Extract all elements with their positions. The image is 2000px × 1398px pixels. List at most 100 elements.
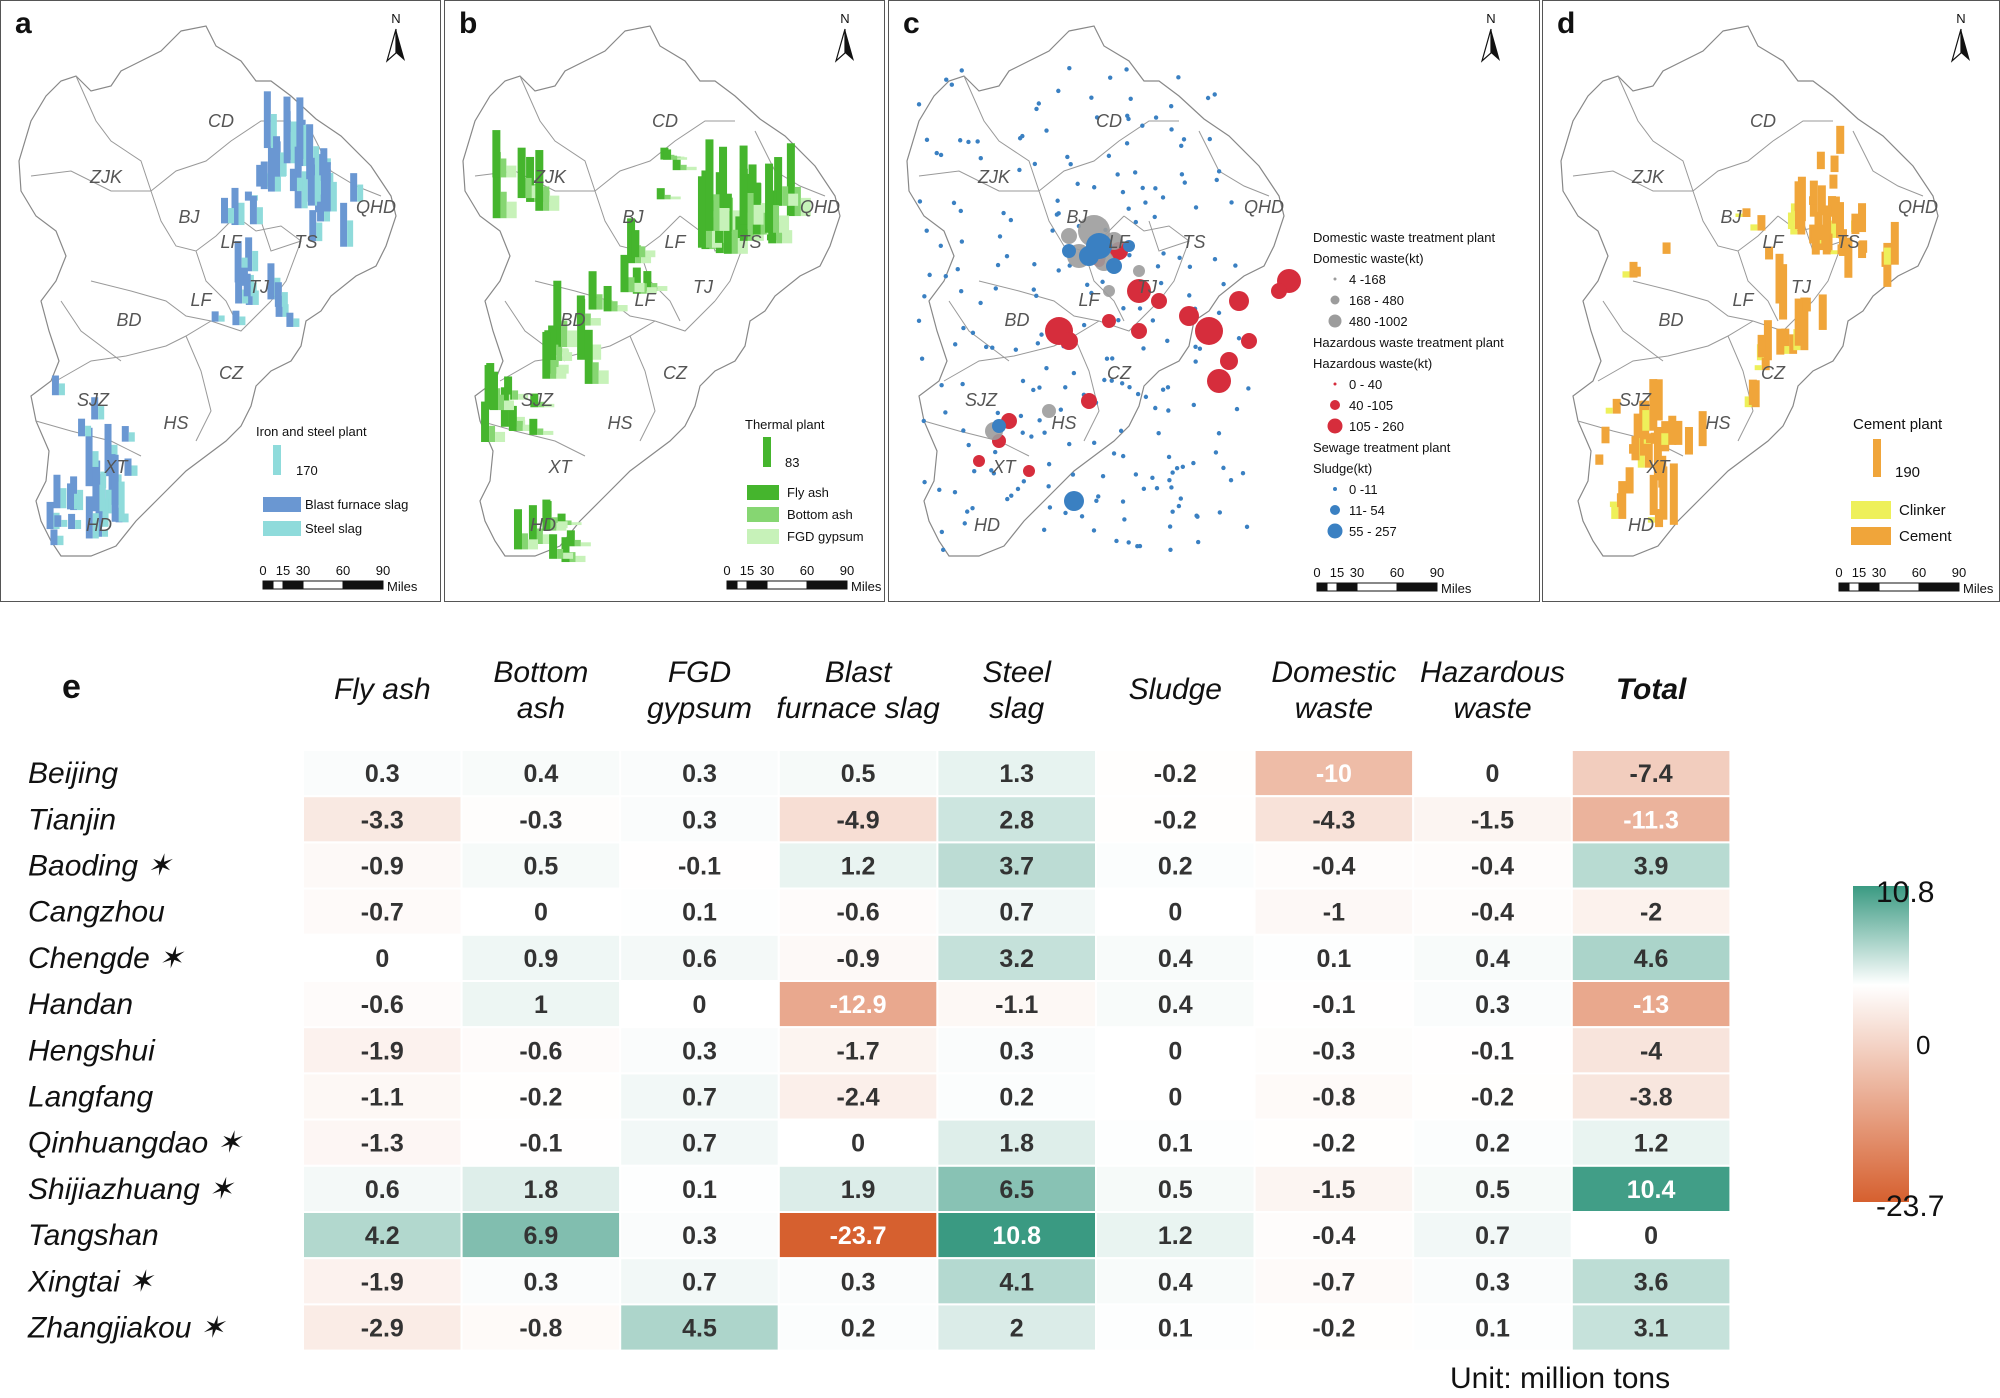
cement-bar [1763, 320, 1772, 361]
fgd-gypsum-bar [646, 287, 657, 294]
city-boundary [185, 335, 212, 442]
clinker-bar [1782, 346, 1790, 354]
legend-item: FGD gypsum [787, 529, 864, 544]
sludge-point [1140, 185, 1145, 191]
clinker-bar [1830, 250, 1838, 255]
cell-value: -0.6 [837, 899, 880, 927]
sludge-point [1036, 101, 1042, 106]
steel-slag-bar [250, 282, 257, 297]
cell-value: 0.4 [524, 760, 559, 788]
sludge-point [1195, 539, 1201, 545]
clinker-bar [1828, 223, 1836, 238]
heatmap-cell [619, 887, 780, 936]
legend-circle [1330, 295, 1340, 305]
city-boundary [150, 190, 237, 252]
city-boundary [75, 75, 152, 192]
heatmap-cell [619, 1072, 780, 1121]
cell-value: -0.4 [1312, 1222, 1355, 1250]
sludge-point [961, 428, 966, 433]
cell-value: 0.5 [1158, 1176, 1193, 1204]
sludge-point [1213, 450, 1219, 455]
sludge-point [1124, 141, 1130, 146]
sludge-point [1133, 219, 1139, 225]
hazardous-waste-plant [1271, 283, 1287, 299]
sludge-point [989, 468, 994, 473]
sludge-point [991, 471, 997, 476]
cell-value: -1.9 [361, 1268, 404, 1296]
sludge-point [990, 345, 995, 350]
cement-bar [1645, 433, 1654, 444]
sludge-point [1128, 96, 1133, 101]
clinker-bar [1754, 365, 1762, 371]
sludge-point [1109, 378, 1114, 383]
map-svg-b: CD ZJK QHD BJ LF TS TJ LF BD CZ SJZ HS XT HD N Thermal … [462, 11, 882, 594]
sludge-point [1067, 441, 1072, 447]
city-boundary [923, 420, 1030, 457]
cell-value: -12.9 [830, 991, 887, 1019]
sludge-point [1216, 169, 1222, 174]
bottom-ash-bar [557, 548, 564, 559]
bottom-ash-bar [773, 205, 780, 233]
sludge-point [970, 330, 976, 336]
sludge-point [975, 139, 980, 144]
cement-bar [1649, 474, 1658, 515]
legend-circle [1330, 400, 1340, 410]
heatmap-cell [460, 1211, 622, 1260]
fgd-gypsum-bar [753, 204, 764, 225]
blast-furnace-slag-bar [78, 418, 86, 437]
clinker-bar [1790, 225, 1798, 235]
sludge-point [1020, 378, 1026, 384]
legend-item: Steel slag [305, 521, 362, 536]
sludge-point [1058, 407, 1064, 412]
cement-bar [1830, 155, 1839, 173]
fly-ash-bar [588, 271, 597, 310]
city-boundary [1692, 120, 1833, 192]
sludge-point [1091, 528, 1097, 533]
cell-value: -3.8 [1630, 1084, 1673, 1112]
heatmap-cell [302, 980, 463, 1029]
heatmap-cell [460, 1303, 622, 1352]
sludge-point [1035, 341, 1041, 346]
city-label: CZ [663, 363, 688, 383]
bottom-ash-bar [574, 539, 581, 547]
sludge-point [1137, 306, 1143, 311]
cement-bar [1821, 234, 1830, 244]
heatmap-cell [1412, 749, 1573, 798]
city-label: CD [208, 111, 234, 131]
cell-value: 0.6 [682, 945, 717, 973]
sludge-point [1228, 477, 1234, 483]
legend-scale-bar [273, 445, 281, 475]
blast-furnace-slag-bar [85, 427, 93, 487]
north-arrow-icon [385, 28, 397, 63]
hazardous-waste-plant [1151, 293, 1167, 309]
heatmap-cell [1095, 1303, 1256, 1352]
cell-value: 2 [1010, 1315, 1024, 1343]
row-label: Hengshui [28, 1034, 156, 1067]
cell-value: -11.3 [1623, 806, 1679, 834]
heatmap-cell [302, 1026, 463, 1075]
clinker-bar [1647, 517, 1655, 523]
cell-value: 3.9 [1634, 853, 1669, 881]
fgd-gypsum-bar [506, 201, 517, 219]
cell-value: 0.3 [999, 1037, 1034, 1065]
fly-ash-bar [513, 509, 522, 550]
sludge-point [943, 273, 948, 279]
cell-value: -0.7 [361, 899, 404, 927]
city-boundary [1597, 320, 1754, 382]
sludge-point [1042, 430, 1047, 435]
sludge-point [995, 262, 1001, 268]
cement-bar [1838, 229, 1847, 256]
legend-item: 55 - 257 [1349, 524, 1397, 539]
sludge-plant-large [1123, 240, 1135, 252]
heatmap-cell [1412, 1303, 1573, 1352]
cell-value: 2.8 [999, 806, 1034, 834]
cement-bar [1644, 434, 1653, 468]
legend-scale-bar [763, 437, 771, 467]
blast-furnace-slag-bar [244, 191, 252, 201]
sludge-point [1169, 485, 1174, 490]
steel-slag-bar [105, 489, 112, 514]
scale-tick: 60 [800, 563, 814, 578]
legend-circle [1328, 314, 1342, 328]
city-label: XT [1645, 457, 1671, 477]
